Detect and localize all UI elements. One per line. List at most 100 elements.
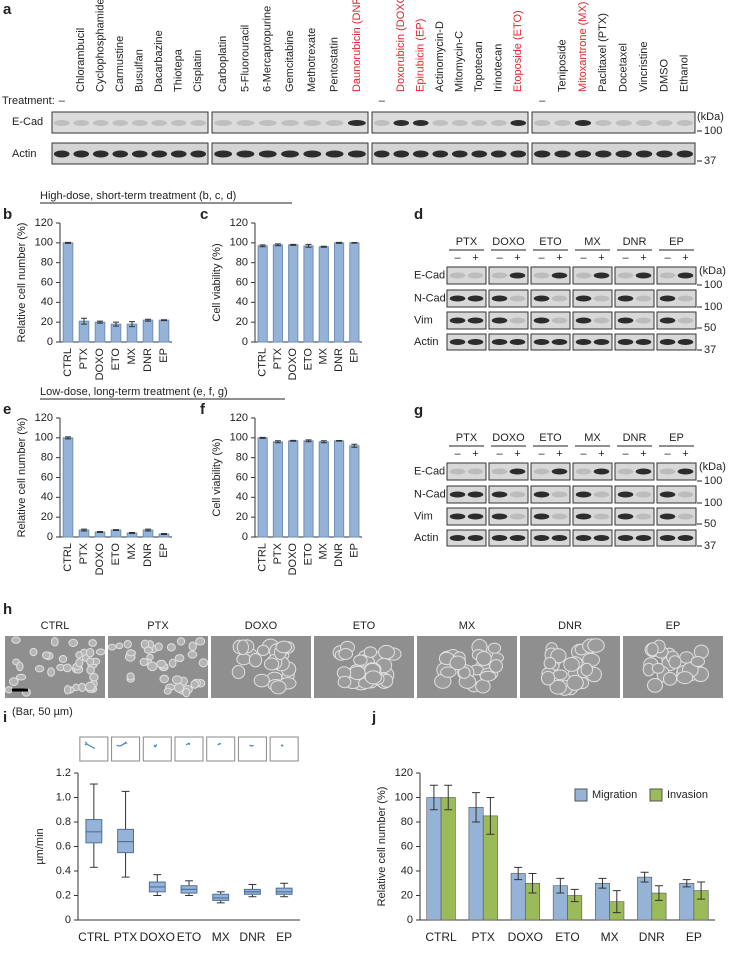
blot-band [451, 150, 468, 158]
cell [84, 681, 96, 692]
blot-band [551, 317, 568, 324]
blot-band [554, 150, 571, 158]
blot-membrane [614, 289, 655, 308]
blot-band [635, 120, 653, 126]
blot-membrane [446, 266, 487, 285]
blot-band [575, 295, 592, 302]
drug-label: Carboplatin [217, 36, 229, 92]
sign-label: + [514, 448, 520, 460]
y-tick-label: 120 [395, 767, 413, 779]
bar [318, 246, 329, 343]
drug-label: Cyclophosphamide [95, 0, 107, 92]
sign-label: – [496, 252, 503, 264]
blot-membrane [614, 462, 655, 481]
drug-label: Paclitaxel (PTX) [597, 13, 609, 92]
treatment-label: EP [669, 236, 684, 248]
blot-band [467, 535, 484, 541]
track [217, 742, 222, 746]
cell [647, 677, 663, 693]
cell [68, 638, 79, 647]
cell [154, 642, 163, 651]
drug-label: Pentostatin [328, 37, 340, 92]
bar [510, 873, 526, 921]
blot-band [551, 272, 568, 279]
blot-band [412, 150, 429, 158]
blot-band [281, 150, 299, 158]
cell [337, 675, 352, 689]
x-tick-label: DNR [239, 930, 265, 944]
blot-band [236, 120, 255, 126]
blot-membrane [656, 311, 697, 330]
blot-membrane [530, 266, 571, 285]
x-tick-label: DOXO [287, 543, 299, 576]
y-axis-label: Relative cell number (%) [16, 418, 28, 538]
y-tick-label: 0.2 [56, 889, 71, 901]
bar [110, 529, 122, 538]
y-tick-label: 80 [236, 257, 248, 269]
cell [126, 672, 135, 681]
y-tick-label: 20 [236, 316, 248, 328]
bar [142, 319, 154, 343]
error-bar [336, 440, 343, 442]
error-bar [570, 888, 579, 903]
blot-membrane [530, 507, 571, 526]
blot-band [533, 491, 550, 498]
cell [174, 682, 185, 693]
drug-label: Epirubicin (EP) [415, 19, 427, 92]
error-bar [113, 321, 119, 327]
x-tick-label: EP [276, 930, 292, 944]
blot-membrane [371, 142, 529, 165]
box [212, 893, 230, 901]
panel-letter: h [3, 601, 12, 618]
drug-label: Gemcitabine [284, 30, 296, 92]
blot-band [170, 150, 187, 158]
error-bar [640, 871, 649, 883]
blot-band [575, 339, 592, 345]
legend-label: Migration [592, 789, 637, 801]
blot-band [659, 513, 676, 520]
cell [63, 685, 72, 695]
cell [256, 644, 270, 656]
error-bar [697, 881, 706, 900]
x-tick-label: DNR [333, 348, 345, 372]
blot-membrane [530, 333, 571, 351]
cell [78, 682, 86, 692]
track [249, 744, 254, 747]
blot-membrane [614, 311, 655, 330]
cell [364, 670, 382, 685]
x-tick-label: EP [348, 543, 360, 558]
error-bar [612, 890, 621, 914]
cell [86, 665, 95, 675]
y-tick-label: 60 [401, 840, 413, 852]
error-bar [320, 440, 327, 444]
blot-membrane [371, 111, 529, 134]
cell [563, 656, 580, 672]
blot-band [617, 468, 634, 475]
cell [163, 687, 172, 695]
blot-band [659, 491, 676, 498]
x-tick-label: PTX [78, 347, 90, 369]
track [280, 744, 284, 747]
drug-label: Mitoxantrone (MX) [577, 2, 589, 92]
blot-band [593, 468, 610, 475]
blot-membrane [51, 142, 209, 165]
blot-band [325, 120, 344, 126]
sign-label: + [598, 448, 604, 460]
error-bar [81, 528, 87, 532]
row-label: Actin [414, 532, 438, 544]
x-tick-label: ETO [302, 543, 314, 566]
error-bar [259, 436, 266, 439]
bar [94, 321, 106, 343]
drug-label: Chlorambucil [75, 28, 87, 92]
blot-band [659, 468, 676, 475]
blot-membrane [488, 289, 529, 308]
error-bar [145, 318, 151, 322]
cell [263, 657, 280, 671]
bar [679, 882, 695, 921]
treatment-label: PTX [456, 236, 478, 248]
y-tick-label: 20 [41, 511, 53, 523]
bar [349, 445, 360, 538]
cell [270, 680, 287, 695]
cell [171, 675, 183, 685]
row-label: N-Cad [414, 292, 446, 304]
